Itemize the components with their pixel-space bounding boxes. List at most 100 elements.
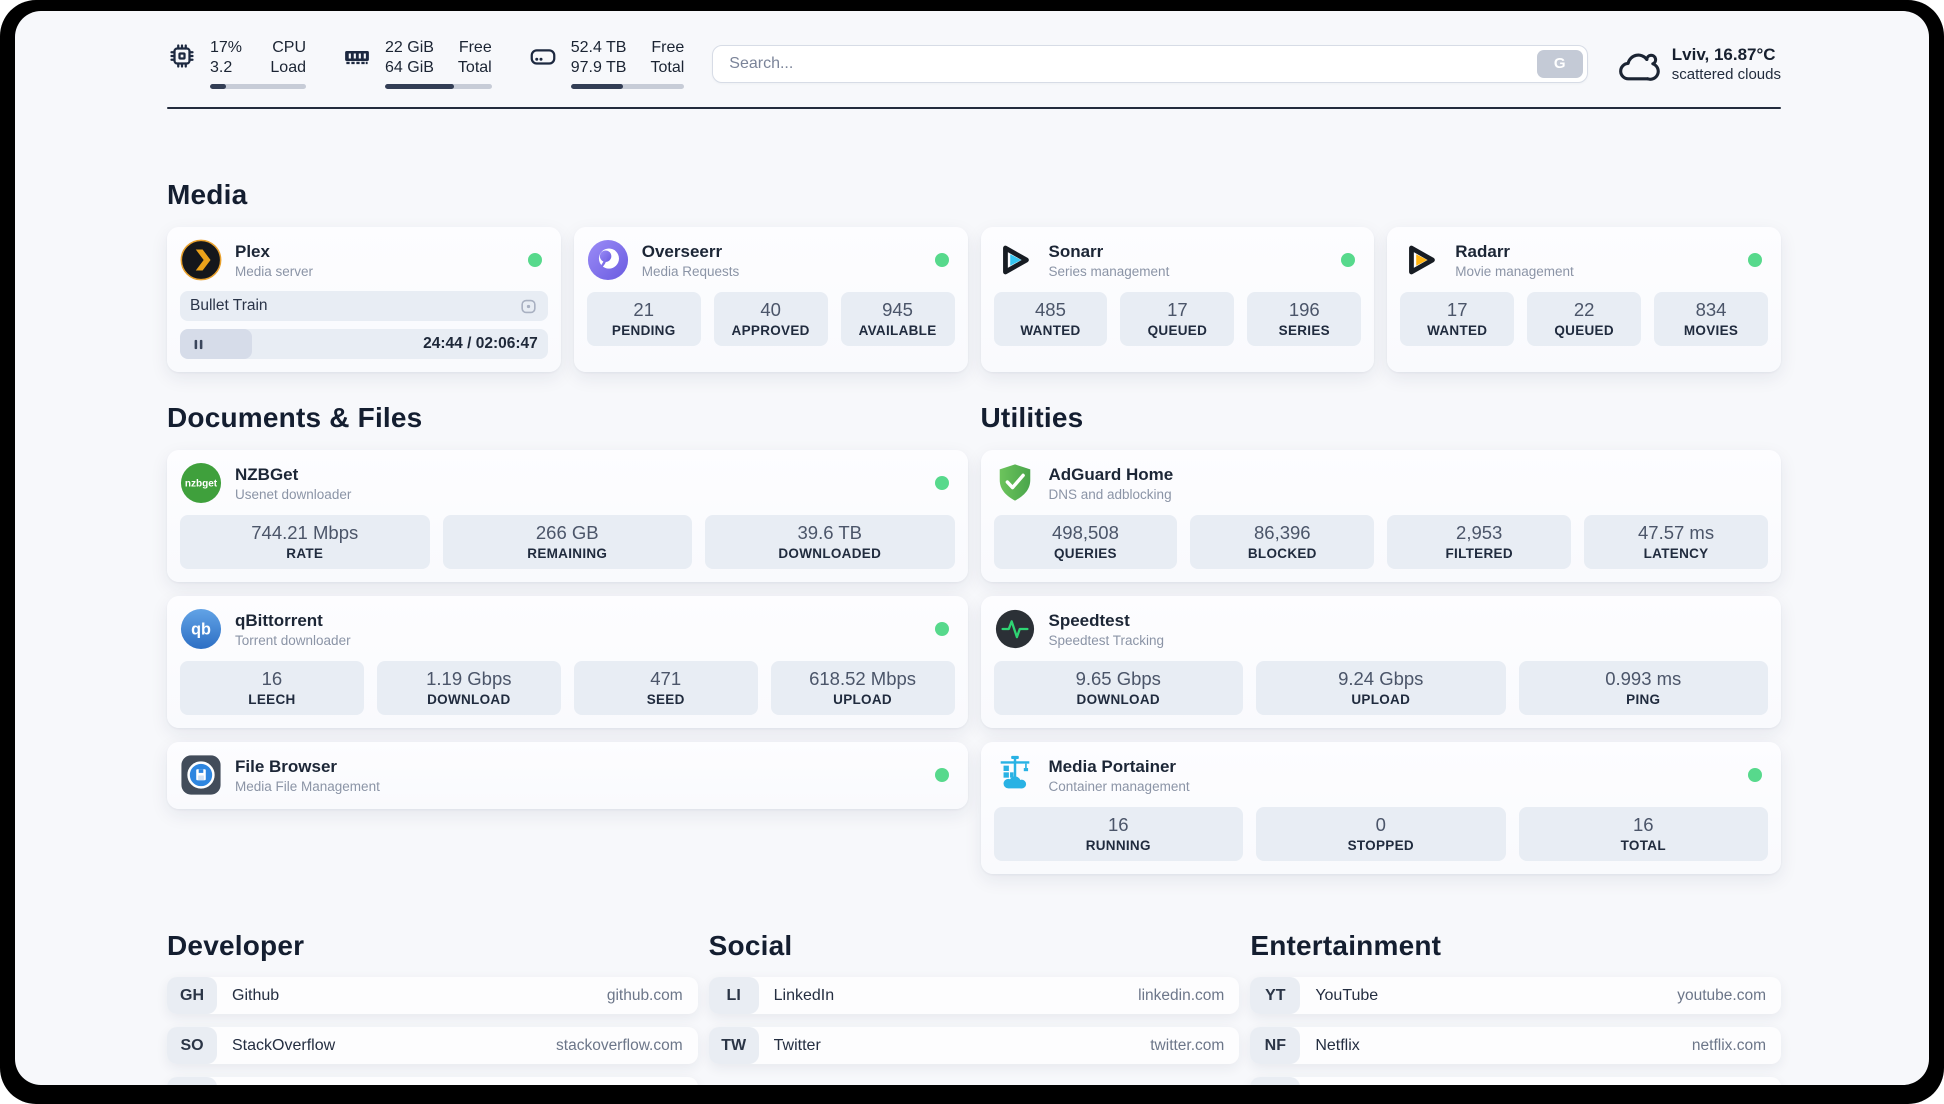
stat-filtered: 2,953 FILTERED xyxy=(1387,515,1572,569)
adguard-card[interactable]: AdGuard Home DNS and adblocking 498,508 Q… xyxy=(980,450,1781,582)
status-dot xyxy=(1748,253,1762,267)
link-url: github.com xyxy=(606,986,683,1004)
app-name: AdGuard Home xyxy=(1048,464,1174,484)
pause-icon[interactable] xyxy=(190,336,207,353)
stat-queued: 17 QUEUED xyxy=(1120,292,1235,346)
section-social: Social LI LinkedIn linkedin.com TW Twitt… xyxy=(708,930,1240,1085)
memory-labels: Free Total xyxy=(457,39,492,76)
link-netflix[interactable]: NF Netflix netflix.com xyxy=(1250,1027,1781,1064)
stat-wanted: 485 WANTED xyxy=(993,292,1108,346)
stat-leech: 16 LEECH xyxy=(180,661,364,715)
weather-condition: scattered clouds xyxy=(1671,65,1781,83)
link-reddit[interactable]: RE Reddit reddit.com xyxy=(1250,1077,1781,1085)
disk-labels: Free Total xyxy=(650,39,685,76)
link-url: stackoverflow.com xyxy=(556,1036,683,1054)
hard-drive-icon xyxy=(528,41,558,71)
link-github[interactable]: GH Github github.com xyxy=(167,977,698,1014)
app-name: File Browser xyxy=(235,756,338,776)
sonarr-icon xyxy=(994,239,1036,281)
status-dot xyxy=(527,253,542,267)
weather-widget: Lviv, 16.87°C scattered clouds xyxy=(1616,44,1781,84)
cpu-progress-bar xyxy=(210,84,306,89)
stat-queued: 22 QUEUED xyxy=(1527,292,1642,346)
stat-running: 16 RUNNING xyxy=(993,807,1243,861)
stat-blocked: 86,396 BLOCKED xyxy=(1190,515,1375,569)
app-name: Speedtest xyxy=(1048,610,1130,630)
link-name: Github xyxy=(232,986,280,1004)
section-title-social: Social xyxy=(708,930,793,961)
stat-upload: 9.24 Gbps UPLOAD xyxy=(1256,661,1506,715)
app-subtitle: Container management xyxy=(1048,778,1190,794)
status-dot xyxy=(934,768,949,782)
nzbget-card[interactable]: nzbget NZBGet Usenet downloader 744.21 M… xyxy=(167,450,968,582)
screen-icon xyxy=(519,297,538,316)
search-input[interactable] xyxy=(712,44,1588,83)
overseerr-card[interactable]: Overseerr Media Requests 21 PENDING 40 APP… xyxy=(573,227,968,372)
qbittorrent-icon: qb xyxy=(180,608,222,650)
link-url: linkedin.com xyxy=(1138,986,1225,1004)
link-twitter[interactable]: TW Twitter twitter.com xyxy=(708,1027,1240,1064)
now-playing-title: Bullet Train xyxy=(190,297,268,314)
stat-ping: 0.993 ms PING xyxy=(1518,661,1768,715)
playback-time: 24:44 / 02:06:47 xyxy=(423,335,538,352)
svg-text:qb: qb xyxy=(191,621,211,639)
speedtest-card[interactable]: Speedtest Speedtest Tracking 9.65 Gbps DO… xyxy=(980,596,1781,728)
app-subtitle: Media File Management xyxy=(235,778,380,794)
link-badge: YT xyxy=(1250,977,1301,1014)
overseerr-icon xyxy=(587,239,629,281)
portainer-card[interactable]: Media Portainer Container management 16 R… xyxy=(980,742,1781,874)
link-url: netflix.com xyxy=(1691,1036,1766,1054)
ram-icon xyxy=(342,41,372,71)
link-badge: LI xyxy=(708,977,759,1014)
app-subtitle: Series management xyxy=(1048,263,1170,279)
link-name: YouTube xyxy=(1315,986,1379,1004)
radarr-card[interactable]: Radarr Movie management 17 WANTED 22 QUEUE… xyxy=(1387,227,1781,372)
app-subtitle: Torrent downloader xyxy=(235,632,351,648)
status-dot xyxy=(1341,253,1356,267)
cpu-progress-fill xyxy=(210,84,227,89)
link-dev[interactable]: DT DEV dev.to xyxy=(167,1077,698,1085)
stat-queries: 498,508 QUERIES xyxy=(993,515,1178,569)
link-stackoverflow[interactable]: SO StackOverflow stackoverflow.com xyxy=(167,1027,698,1064)
memory-progress-bar xyxy=(385,84,492,89)
section-utilities: Utilities AdGuard Home DNS and xyxy=(980,402,1781,874)
search-engine-button[interactable]: G xyxy=(1536,49,1583,78)
section-title-utilities: Utilities xyxy=(980,402,1084,433)
app-subtitle: Speedtest Tracking xyxy=(1048,632,1165,648)
memory-progress-fill xyxy=(385,84,455,89)
weather-location-temp: Lviv, 16.87°C xyxy=(1671,44,1776,64)
playback-progress-fill xyxy=(180,329,252,359)
link-youtube[interactable]: YT YouTube youtube.com xyxy=(1250,977,1781,1014)
now-playing-row: Bullet Train xyxy=(180,291,548,321)
app-name: NZBGet xyxy=(235,464,299,484)
stat-remaining: 266 GB REMAINING xyxy=(442,515,692,569)
disk-values: 52.4 TB 97.9 TB xyxy=(570,39,627,76)
section-entertainment: Entertainment YT YouTube youtube.com NF … xyxy=(1250,930,1781,1085)
sonarr-card[interactable]: Sonarr Series management 485 WANTED 17 QUE… xyxy=(980,227,1375,372)
status-dot xyxy=(934,622,949,636)
memory-values: 22 GiB 64 GiB xyxy=(385,39,434,76)
plex-card[interactable]: Plex Media server Bullet Train xyxy=(167,227,561,372)
stat-series: 196 SERIES xyxy=(1247,292,1362,346)
cpu-labels: CPU Load xyxy=(270,39,306,76)
playback-progress-row[interactable]: 24:44 / 02:06:47 xyxy=(180,329,548,359)
link-badge: TW xyxy=(708,1027,759,1064)
stat-total: 16 TOTAL xyxy=(1518,807,1768,861)
disk-progress-fill xyxy=(570,84,623,89)
status-dot xyxy=(1748,768,1762,782)
filebrowser-icon xyxy=(180,754,222,796)
link-badge: DT xyxy=(167,1077,217,1085)
disk-widget: 52.4 TB 97.9 TB Free Total xyxy=(528,38,685,89)
stat-downloaded: 39.6 TB DOWNLOADED xyxy=(705,515,955,569)
stat-wanted: 17 WANTED xyxy=(1400,292,1515,346)
link-linkedin[interactable]: LI LinkedIn linkedin.com xyxy=(708,977,1240,1014)
link-url: twitter.com xyxy=(1150,1036,1225,1054)
qbittorrent-card[interactable]: qb qBittorrent Torrent downloader 16 LEEC… xyxy=(167,596,968,728)
app-subtitle: Media Requests xyxy=(641,263,740,279)
svg-text:nzbget: nzbget xyxy=(185,478,218,489)
section-title-documents: Documents & Files xyxy=(167,402,423,433)
section-documents: Documents & Files nzbget NZBGet Usenet d… xyxy=(167,402,968,809)
filebrowser-card[interactable]: File Browser Media File Management xyxy=(167,742,968,809)
app-name: Radarr xyxy=(1455,241,1511,261)
app-name: qBittorrent xyxy=(235,610,323,630)
